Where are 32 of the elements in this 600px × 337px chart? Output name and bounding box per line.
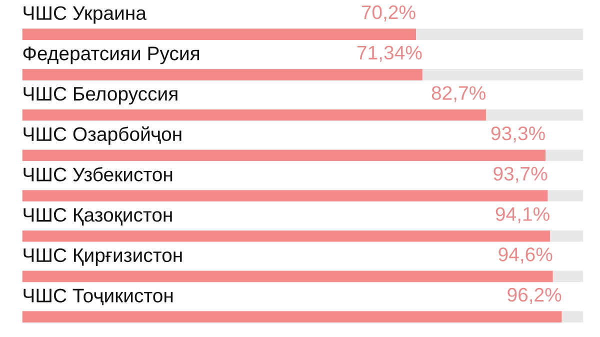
bar — [416, 28, 584, 40]
data-label: 93,3% — [491, 126, 545, 143]
bar — [22, 28, 416, 40]
bar — [22, 190, 548, 202]
data-label: 94,1% — [496, 207, 550, 224]
data-label: 82,7% — [432, 86, 486, 102]
bar — [22, 69, 422, 80]
bar — [550, 230, 584, 242]
y-tick-label: ЧШС Озарбойҷон — [24, 126, 182, 145]
bar — [546, 150, 584, 162]
bar — [22, 150, 546, 162]
bar — [562, 311, 584, 322]
bar — [486, 109, 584, 121]
y-tick-label: ЧШС Қазоқистон — [24, 208, 172, 226]
bar — [22, 311, 562, 322]
y-tick-label: ЧШС Қирғизистон — [24, 248, 182, 266]
data-label: 70,2% — [362, 5, 416, 22]
bar — [422, 69, 584, 80]
bar — [22, 270, 553, 282]
y-tick-label: ЧШС Белоруссия — [24, 86, 178, 105]
data-label: 96,2% — [508, 288, 562, 304]
data-label: 71,34% — [357, 46, 422, 62]
y-tick-label: Федератсияи Русия — [23, 46, 200, 64]
y-tick-label: ЧШС Узбекистон — [24, 166, 172, 182]
bar — [548, 190, 584, 202]
bar — [552, 270, 584, 282]
y-tick-label: ЧШС Тоҷикистон — [24, 288, 173, 306]
data-label: 93,7% — [494, 166, 548, 183]
y-tick-label: ЧШС Украина — [24, 6, 146, 24]
bar — [22, 230, 550, 242]
bar — [22, 109, 486, 121]
data-label: 94,6% — [498, 248, 552, 264]
